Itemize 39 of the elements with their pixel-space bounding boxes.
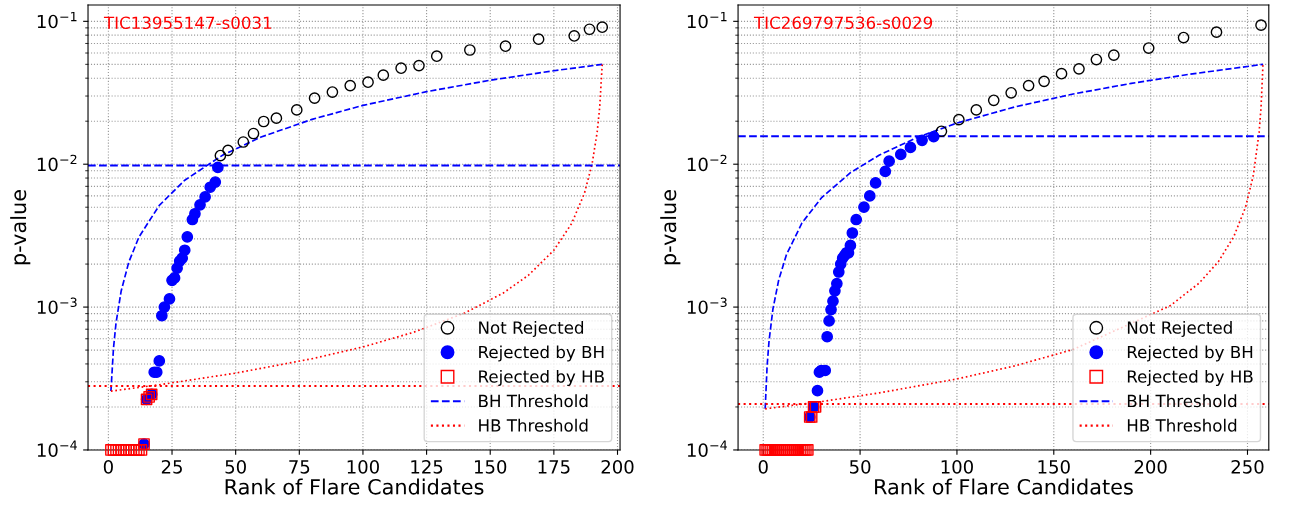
y-tick-label: 10$^{−4}$	[37, 440, 77, 457]
x-tick-label: 100	[941, 460, 973, 474]
x-tick-label: 0	[758, 460, 768, 474]
legend-label: BH Threshold	[1127, 394, 1237, 408]
x-tick-label: 50	[225, 460, 246, 474]
legend-label: BH Threshold	[479, 394, 588, 408]
y-tick-label: 10$^{−3}$	[37, 297, 77, 315]
y-axis-title: p-value	[10, 190, 31, 265]
y-tick-label: 10$^{−3}$	[687, 297, 727, 315]
legend-label: Not Rejected	[1127, 320, 1232, 338]
x-axis-title: Rank of Flare Candidates	[225, 478, 484, 495]
legend-label: Rejected by BH	[479, 345, 604, 362]
x-tick-label: 0	[103, 460, 113, 474]
legend-label: HB Threshold	[1127, 418, 1237, 432]
y-tick-label: 10$^{−1}$	[37, 11, 77, 29]
x-tick-label: 200	[1134, 460, 1167, 474]
y-axis-title: p-value	[660, 190, 681, 265]
x-tick-label: 25	[161, 460, 182, 474]
x-axis-title: Rank of Flare Candidates	[875, 478, 1133, 495]
legend-label: Not Rejected	[479, 320, 584, 338]
legend-label: Rejected by HB	[1127, 369, 1253, 387]
text: TIC269797536-s0029	[753, 16, 933, 30]
x-tick-label: 250	[1231, 460, 1264, 474]
legend-label: HB Threshold	[479, 418, 588, 432]
y-tick-label: 10$^{−1}$	[687, 11, 727, 29]
x-tick-label: 175	[538, 460, 570, 474]
x-tick-label: 150	[1038, 460, 1070, 474]
x-tick-label: 100	[347, 460, 379, 474]
y-tick-label: 10$^{−2}$	[37, 154, 77, 172]
text: TIC13955147-s0031	[103, 16, 272, 30]
x-tick-label: 75	[289, 460, 310, 474]
y-tick-label: 10$^{−4}$	[687, 440, 727, 457]
legend-label: Rejected by BH	[1127, 345, 1253, 362]
y-tick-label: 10$^{−2}$	[687, 154, 727, 172]
x-tick-label: 125	[411, 460, 443, 474]
x-tick-label: 150	[474, 460, 507, 474]
x-tick-label: 50	[850, 460, 871, 474]
x-tick-label: 200	[601, 460, 634, 474]
legend-label: Rejected by HB	[479, 369, 604, 387]
